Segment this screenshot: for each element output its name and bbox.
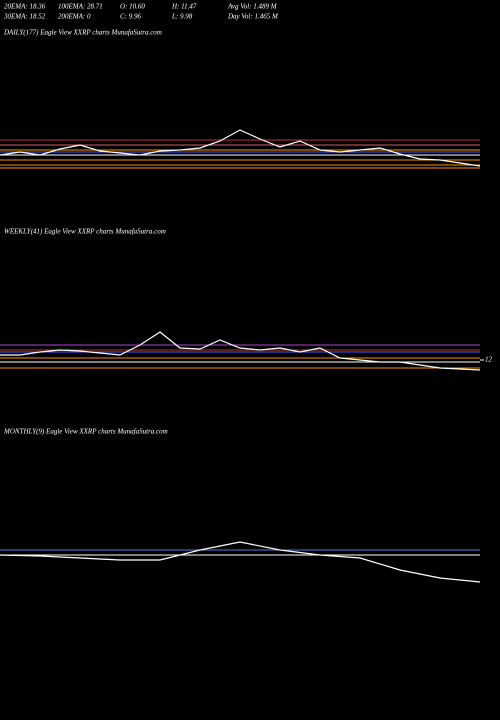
header-stat: Day Vol: 1.465 M	[227, 13, 279, 21]
header-stat: C: 9.96	[120, 13, 142, 21]
header-stat: L: 9.98	[171, 13, 193, 21]
panel-label: MONTHLY(9) Eagle View XXRP charts Munafa…	[3, 428, 168, 436]
panel-label: DAILY(177) Eagle View XXRP charts Munafa…	[3, 29, 162, 37]
tick-label: 12	[485, 356, 493, 364]
header-stat: 20EMA: 18.36	[4, 3, 46, 11]
header-stat: H: 11.47	[171, 3, 197, 11]
header-stat: O: 10.60	[120, 3, 145, 11]
price-line	[0, 331, 481, 371]
panel-label: WEEKLY(41) Eagle View XXRP charts Munafa…	[4, 228, 166, 236]
header-stat: Avg Vol: 1.489 M	[227, 3, 278, 11]
header-stat: 200EMA: 0	[58, 13, 91, 21]
price-line	[0, 541, 481, 583]
header-stat: 30EMA: 18.52	[3, 13, 46, 21]
price-line	[0, 129, 481, 167]
header-stat: 100EMA: 28.71	[58, 3, 103, 11]
